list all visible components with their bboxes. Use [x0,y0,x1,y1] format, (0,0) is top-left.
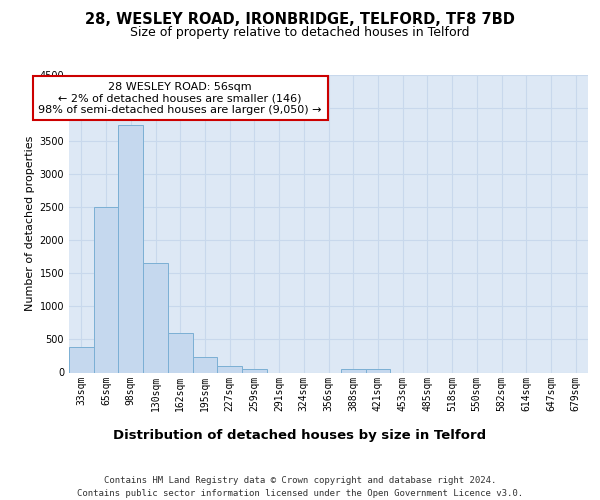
Text: Distribution of detached houses by size in Telford: Distribution of detached houses by size … [113,428,487,442]
Bar [69,348,94,372]
Bar [242,368,267,372]
Bar [168,333,193,372]
Bar [365,369,390,372]
Text: Size of property relative to detached houses in Telford: Size of property relative to detached ho… [130,26,470,39]
Bar [217,366,242,372]
Text: Contains HM Land Registry data © Crown copyright and database right 2024.
Contai: Contains HM Land Registry data © Crown c… [77,476,523,498]
Bar [341,369,365,372]
Bar [193,356,217,372]
Text: 28 WESLEY ROAD: 56sqm
← 2% of detached houses are smaller (146)
98% of semi-deta: 28 WESLEY ROAD: 56sqm ← 2% of detached h… [38,82,322,114]
Text: 28, WESLEY ROAD, IRONBRIDGE, TELFORD, TF8 7BD: 28, WESLEY ROAD, IRONBRIDGE, TELFORD, TF… [85,12,515,28]
Bar [118,124,143,372]
Y-axis label: Number of detached properties: Number of detached properties [25,136,35,312]
Bar [94,207,118,372]
Bar [143,264,168,372]
